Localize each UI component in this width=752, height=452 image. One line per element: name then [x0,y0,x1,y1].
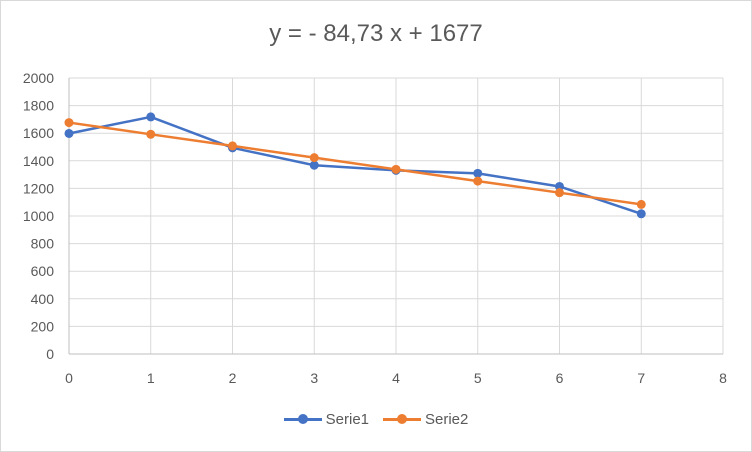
x-tick-label: 5 [474,370,482,386]
x-tick-label: 1 [147,370,155,386]
x-tick-label: 7 [637,370,645,386]
y-tick-label: 0 [46,346,54,362]
y-tick-label: 1200 [23,180,54,196]
data-point-serie1 [146,112,156,122]
gridlines [69,77,724,354]
data-point-serie1 [309,160,319,170]
y-tick-label: 1400 [23,153,54,169]
legend: Serie1 Serie2 [0,409,752,429]
y-tick-label: 400 [31,291,55,307]
legend-label-serie2: Serie2 [425,410,469,428]
y-tick-label: 1000 [23,208,54,224]
x-tick-label: 4 [392,370,400,386]
x-tick-label: 0 [65,370,73,386]
data-point-serie1 [636,209,646,219]
data-point-serie2 [391,164,401,174]
legend-item-serie1: Serie1 [283,409,369,429]
y-tick-label: 2000 [23,70,54,86]
data-point-serie2 [473,176,483,186]
data-point-serie1 [473,168,483,178]
chart-title: y = - 84,73 x + 1677 [269,20,483,47]
y-tick-label: 1800 [23,98,54,114]
data-point-serie1 [555,181,564,191]
data-point-serie2 [146,129,156,139]
x-tick-label: 6 [556,370,564,386]
data-point-serie2 [555,188,564,198]
series-group [64,112,646,219]
y-tick-label: 800 [31,236,55,252]
series-line-serie2 [68,121,642,206]
x-tick-label: 3 [310,370,318,386]
data-point-serie2 [228,141,237,151]
legend-item-serie2: Serie2 [383,409,468,429]
y-tick-label: 1600 [23,125,54,141]
x-tick-label: 8 [719,370,727,386]
y-tick-label: 600 [31,263,55,279]
x-tick-label: 2 [229,370,237,386]
legend-marker-serie2 [383,409,421,429]
tick-labels: 0 200 400 600 800 1000 1200 1400 1600 1800 2000 0 1 2… [23,70,727,386]
data-point-serie2 [636,199,646,209]
y-tick-label: 200 [31,318,55,334]
data-point-serie2 [64,118,74,128]
legend-marker-serie1 [283,409,322,429]
data-point-serie1 [64,128,74,138]
series-line-serie1 [68,115,642,215]
data-point-serie2 [309,153,319,163]
legend-label-serie1: Serie1 [325,410,369,428]
